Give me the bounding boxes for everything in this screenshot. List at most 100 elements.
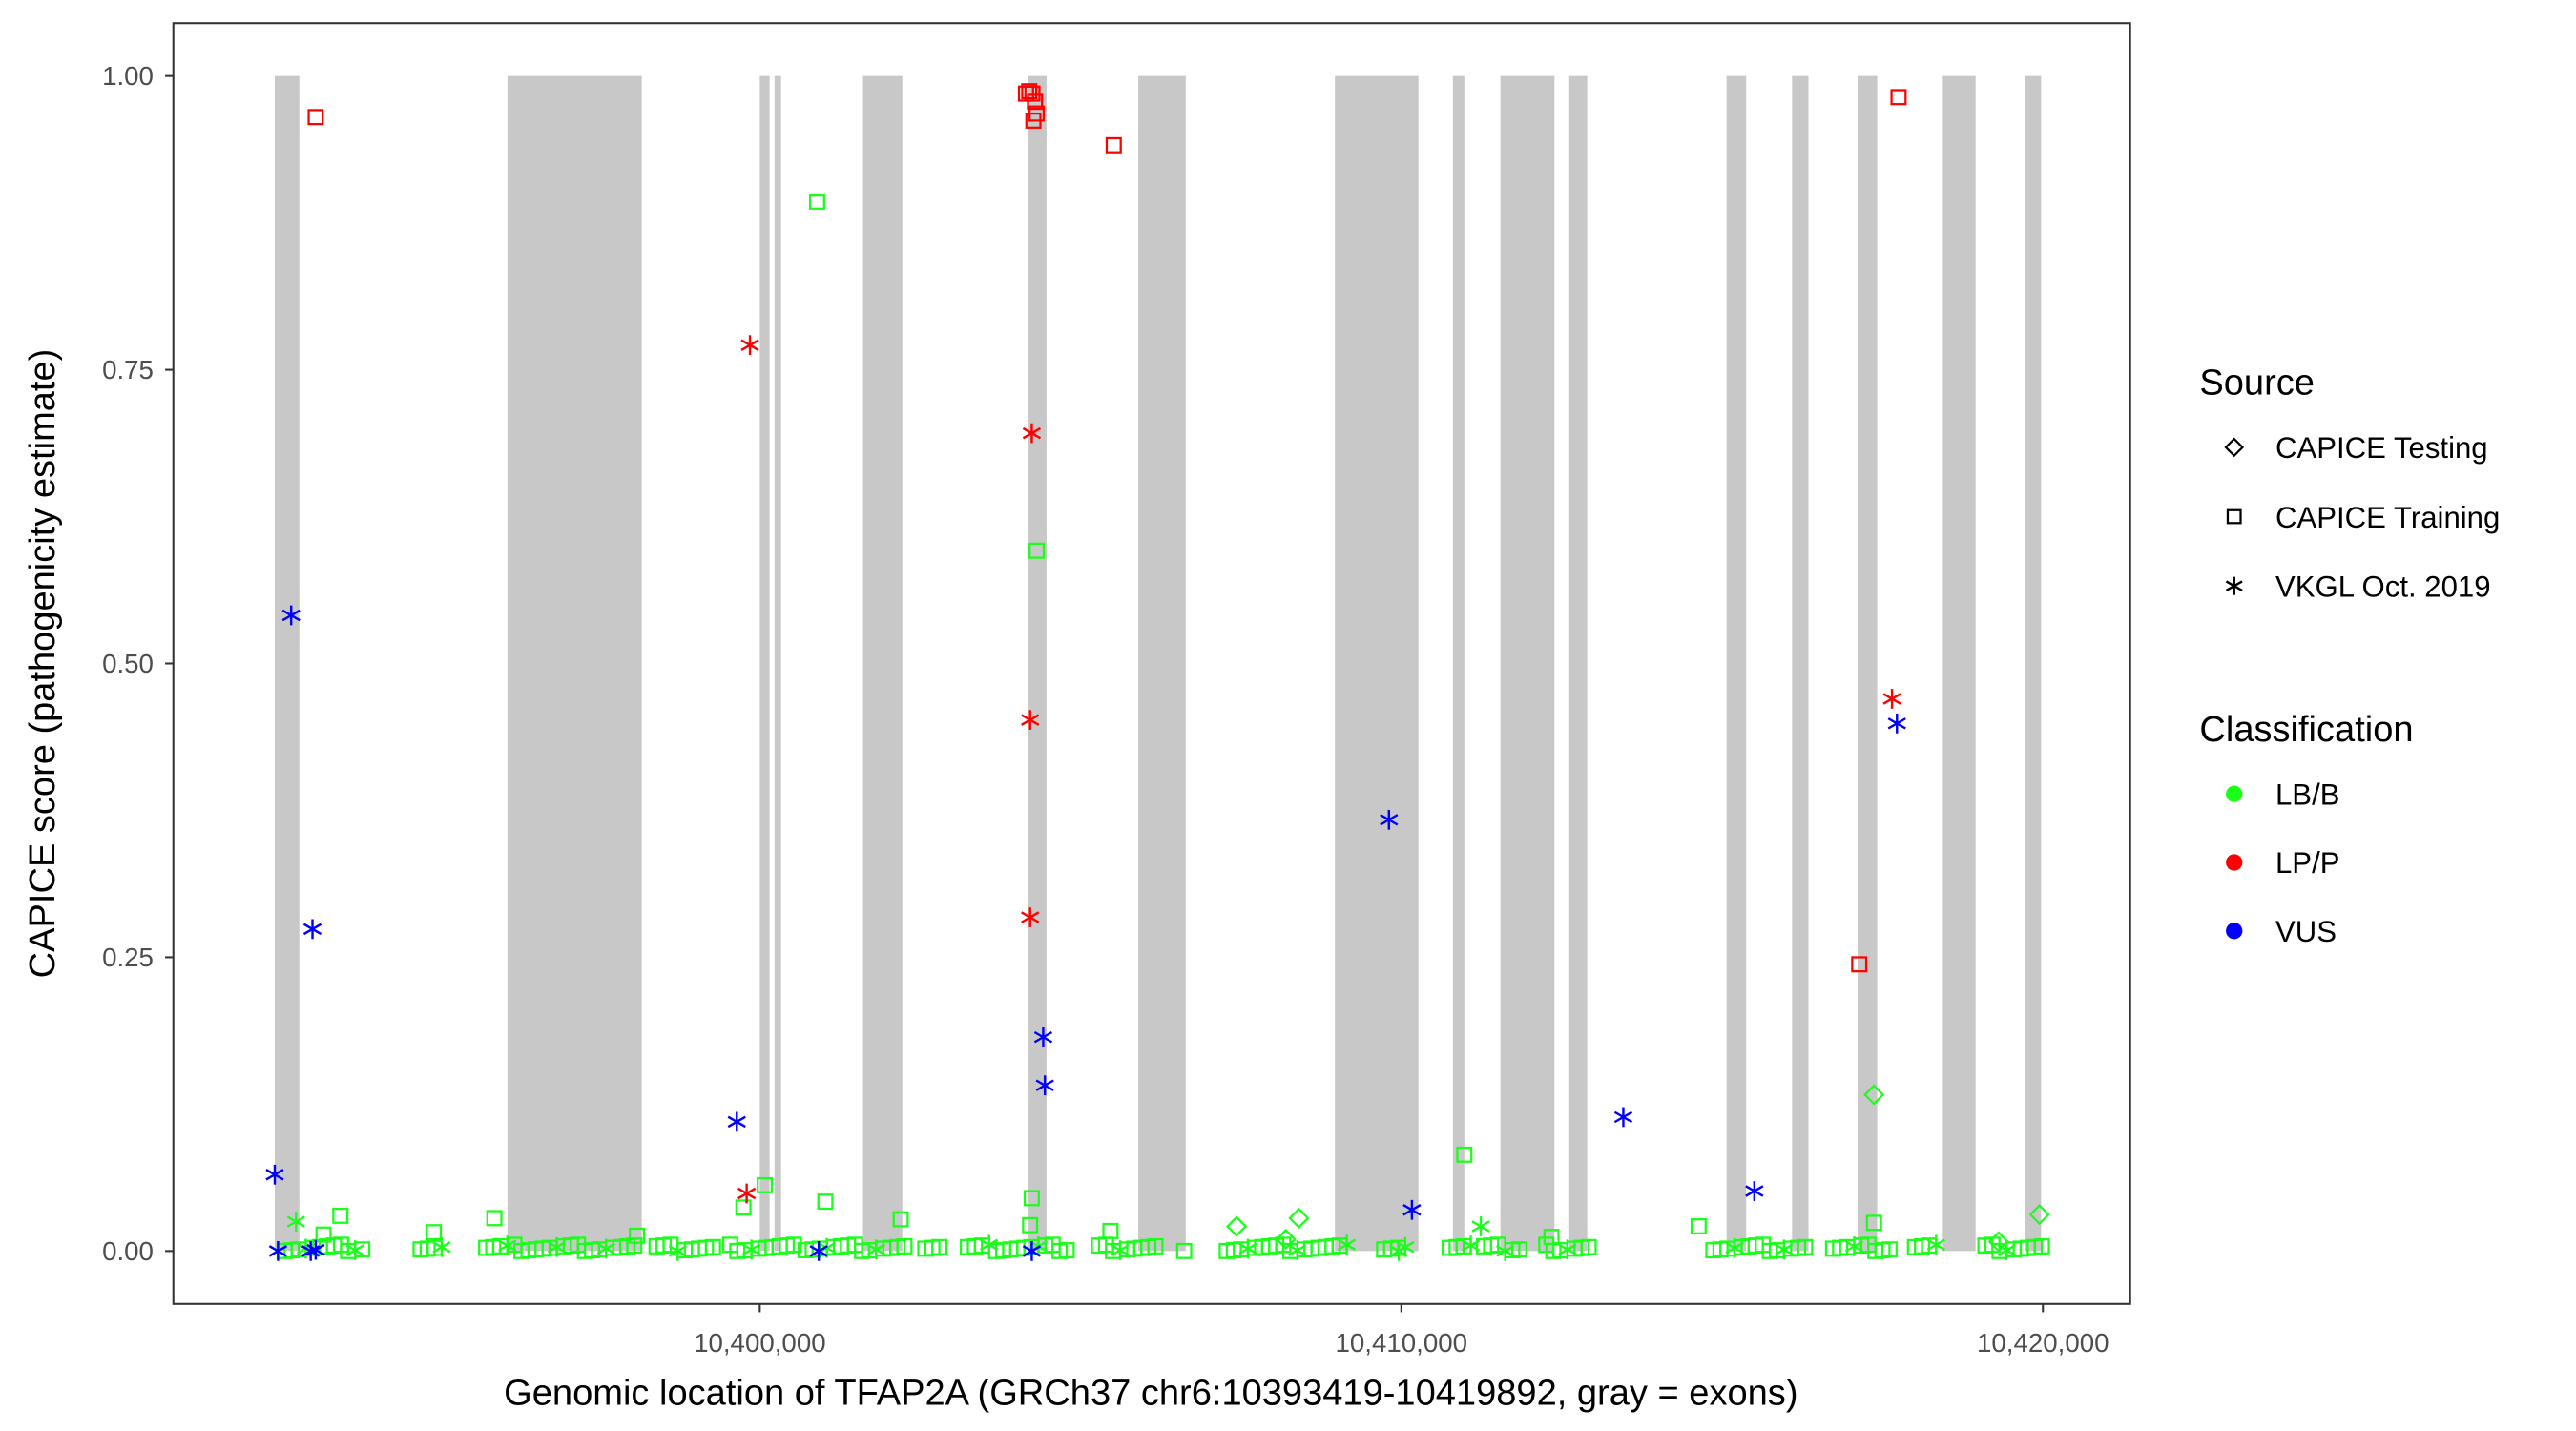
point-vus-asterisk [265, 1164, 284, 1185]
exon-band [1858, 75, 1878, 1252]
point-lb-b-asterisk [286, 1212, 305, 1232]
point-lb-b-square [817, 1193, 834, 1211]
legend-class-label: VUS [2275, 915, 2337, 948]
y-tick-label: 0.00 [102, 1236, 154, 1266]
point-lb-b-diamond [1987, 1231, 2009, 1253]
lbb-point-near-zero [896, 1237, 913, 1255]
legend-classification-title: Classification [2199, 710, 2413, 750]
point-vus-asterisk [809, 1240, 828, 1261]
asterisk-stroke [1882, 693, 1901, 705]
legend-class-label: LP/P [2275, 846, 2339, 880]
asterisk-stroke [1613, 1110, 1633, 1124]
asterisk-stroke [281, 609, 301, 622]
point-vus-asterisk [302, 919, 322, 940]
asterisk-stroke [2225, 580, 2243, 592]
point-lb-b-asterisk [1471, 1216, 1490, 1236]
exon-band [1726, 75, 1747, 1252]
point-vus-asterisk [1613, 1107, 1633, 1128]
lbb-point-near-zero [626, 1237, 643, 1255]
point-lb-b-square [426, 1224, 443, 1241]
axes: 0.00 0.25 0.50 0.75 1.00 10,400,000 10,410,000… [102, 61, 2109, 1358]
point-vus-asterisk [727, 1111, 746, 1132]
point-lb-b-square [1028, 542, 1046, 559]
exon-band [274, 75, 300, 1252]
point-vus-asterisk [281, 605, 301, 626]
point-lp-p-square [1025, 112, 1042, 129]
lbb-point-near-zero [1147, 1237, 1164, 1255]
x-tick-label: 10,400,000 [694, 1328, 826, 1358]
legend-source-title: Source [2199, 363, 2315, 404]
lbb-point-near-zero [704, 1238, 721, 1255]
exon-band [1335, 75, 1419, 1252]
point-lb-b-square [486, 1210, 503, 1227]
point-lp-p-square [1890, 89, 1907, 106]
asterisk-stroke [302, 923, 322, 936]
point-lp-p-square [1024, 85, 1041, 102]
asterisk-stroke [1021, 911, 1040, 923]
exon-band [1792, 75, 1809, 1252]
lbb-point-near-zero [1510, 1241, 1527, 1258]
point-vus-asterisk [1022, 1240, 1042, 1261]
point-vus-asterisk [268, 1240, 288, 1261]
exon-band [1452, 75, 1465, 1252]
y-tick-label: 0.75 [102, 355, 154, 384]
exon-band [862, 75, 903, 1252]
point-lp-p-square [1027, 93, 1044, 111]
exon-bands [274, 75, 2042, 1252]
exon-band [774, 75, 781, 1252]
point-lb-b-asterisk [1389, 1240, 1408, 1261]
point-lb-b-square [757, 1176, 774, 1193]
asterisk-stroke [1471, 1220, 1490, 1233]
point-lb-b-diamond [1288, 1207, 1310, 1229]
exon-band [1500, 75, 1555, 1252]
x-tick-label: 10,410,000 [1336, 1328, 1468, 1358]
point-lp-p-asterisk [737, 1183, 757, 1204]
point-vus-asterisk [306, 1239, 325, 1260]
exon-band [507, 75, 642, 1252]
asterisk-stroke [737, 1187, 757, 1200]
asterisk-stroke [1389, 1245, 1408, 1257]
point-vus-asterisk [1887, 713, 1906, 734]
y-tick-label: 0.50 [102, 649, 154, 678]
asterisk-stroke [286, 1215, 305, 1228]
exon-band [759, 75, 770, 1252]
point-lb-b-square [1022, 1216, 1039, 1234]
point-lb-b-square [1023, 1190, 1040, 1207]
point-lb-b-square [1543, 1229, 1560, 1246]
x-tick-label: 10,420,000 [1977, 1328, 2109, 1358]
legend-color-dot-icon [2226, 923, 2243, 940]
legend-diamond-icon [2224, 437, 2245, 458]
point-lp-p-square [307, 109, 324, 126]
lbb-point-near-zero [1880, 1241, 1898, 1258]
lbb-point-near-zero [1337, 1234, 1357, 1255]
exon-band [2025, 75, 2042, 1252]
y-tick-label: 0.25 [102, 943, 154, 972]
asterisk-stroke [1887, 717, 1906, 730]
legend-class-label: LB/B [2275, 778, 2339, 811]
y-axis-title: CAPICE score (pathogenicity estimate) [23, 349, 63, 979]
point-lb-b-square [1102, 1222, 1119, 1239]
point-vus-asterisk [1402, 1199, 1422, 1220]
point-lb-b-square [1175, 1242, 1193, 1259]
lbb-point-near-zero [432, 1236, 451, 1257]
point-lp-p-asterisk [1882, 689, 1901, 709]
asterisk-stroke [1380, 814, 1399, 826]
lbb-point-near-zero [1580, 1238, 1597, 1255]
point-vus-asterisk [1745, 1181, 1764, 1201]
legend-source-label: VKGL Oct. 2019 [2275, 570, 2491, 603]
exon-band [1138, 75, 1186, 1252]
asterisk-stroke [1021, 714, 1040, 726]
legend-source-label: CAPICE Testing [2275, 431, 2488, 465]
point-lb-b-square [332, 1207, 349, 1224]
asterisk-stroke [432, 1241, 451, 1254]
point-lb-b-diamond [1225, 1215, 1248, 1237]
asterisk-stroke [1022, 1245, 1042, 1257]
asterisk-stroke [1022, 426, 1042, 440]
point-lp-p-asterisk [740, 335, 759, 356]
asterisk-stroke [740, 339, 759, 351]
legend-color-dot-icon [2226, 854, 2243, 871]
exon-band [1028, 75, 1047, 1252]
point-lp-p-asterisk [1021, 907, 1040, 927]
asterisk-stroke [1035, 1079, 1054, 1091]
